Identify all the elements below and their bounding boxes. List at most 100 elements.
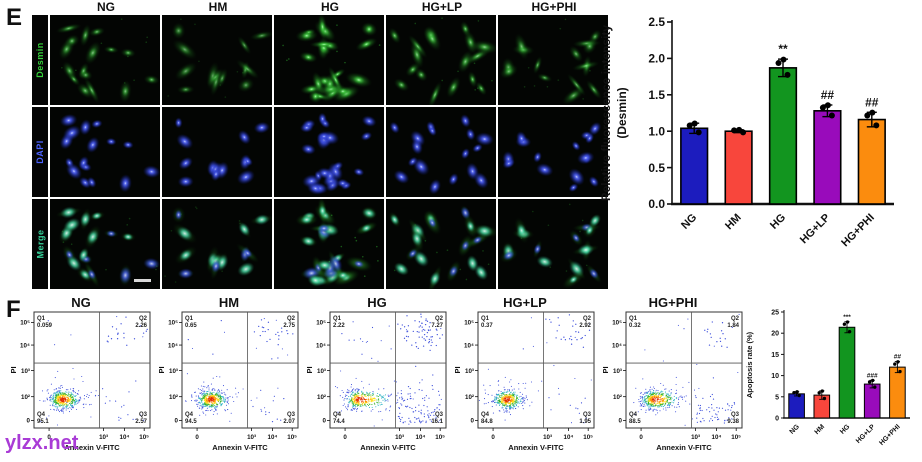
svg-text:15: 15: [771, 352, 779, 359]
flow-plot-hglp: HG+LP Q1 0.37 Q2 2.92 Q4 84.8 Q3 1.95 10⁵ 10⁴ 10³ 10…: [452, 296, 598, 461]
svg-text:10³: 10³: [247, 434, 256, 441]
svg-text:10⁴: 10⁴: [464, 342, 474, 349]
svg-text:Apoptosis rate (%): Apoptosis rate (%): [745, 331, 754, 398]
svg-text:10³: 10³: [543, 434, 552, 441]
svg-text:2.26: 2.26: [135, 323, 147, 329]
micro-image-desmin-hg: [274, 15, 384, 105]
column-title-ng: NG: [97, 0, 115, 14]
svg-text:0.0: 0.0: [648, 197, 665, 211]
svg-text:Annexin V-FITC: Annexin V-FITC: [64, 443, 120, 452]
svg-text:##: ##: [865, 95, 879, 109]
microscopy-image-grid: [50, 15, 608, 289]
svg-text:10³: 10³: [169, 368, 178, 375]
svg-text:10²: 10²: [613, 394, 622, 401]
svg-text:Q3: Q3: [287, 412, 296, 418]
svg-text:10⁵: 10⁵: [287, 434, 297, 441]
svg-text:Annexin V-FITC: Annexin V-FITC: [508, 443, 564, 452]
svg-text:10⁵: 10⁵: [316, 320, 326, 327]
svg-text:10³: 10³: [317, 368, 326, 375]
micro-image-merge-hg: [274, 199, 384, 289]
svg-text:10⁴: 10⁴: [712, 434, 722, 441]
micro-image-desmin-ng: [50, 15, 160, 105]
apoptosis-rate-bar-chart: 0 5 10 15 20 25 NG HM *** HG ### HG+LP ## HG+PHI Apopt…: [740, 298, 922, 462]
micro-image-merge-hm: [162, 199, 272, 289]
flow-title-hg: HG: [367, 295, 387, 310]
svg-text:0: 0: [47, 434, 51, 441]
svg-text:2.57: 2.57: [135, 419, 147, 425]
svg-text:0: 0: [471, 418, 475, 425]
svg-text:10⁴: 10⁴: [168, 342, 178, 349]
svg-text:Q1: Q1: [629, 316, 638, 322]
svg-text:HG+PHI: HG+PHI: [878, 423, 902, 447]
svg-text:Q2: Q2: [583, 316, 592, 322]
svg-text:0.65: 0.65: [185, 323, 197, 329]
svg-text:10³: 10³: [99, 434, 108, 441]
flow-title-ng: NG: [71, 295, 91, 310]
svg-text:95.1: 95.1: [37, 419, 49, 425]
svg-text:10²: 10²: [169, 394, 178, 401]
svg-text:7.27: 7.27: [431, 323, 443, 329]
row-label-merge: Merge: [32, 199, 48, 289]
svg-text:***: ***: [843, 314, 851, 321]
svg-text:94.5: 94.5: [185, 419, 197, 425]
svg-text:0: 0: [175, 418, 179, 425]
svg-text:1.95: 1.95: [579, 419, 591, 425]
svg-text:10⁵: 10⁵: [731, 434, 741, 441]
svg-text:0.059: 0.059: [37, 323, 53, 329]
svg-text:Q3: Q3: [583, 412, 592, 418]
column-title-hgphi: HG+PHI: [531, 0, 577, 14]
svg-text:74.4: 74.4: [333, 419, 345, 425]
svg-text:Q4: Q4: [333, 412, 342, 418]
svg-text:PI: PI: [453, 366, 462, 373]
svg-text:2.92: 2.92: [579, 323, 591, 329]
svg-text:PI: PI: [601, 366, 610, 373]
svg-text:16.1: 16.1: [431, 419, 443, 425]
svg-text:5: 5: [775, 394, 779, 401]
flow-plot-ng: NG Q1 0.059 Q2 2.26 Q4 95.1 Q3 2.57 10⁵ 10⁴ 10³ 10² 0…: [8, 296, 154, 461]
svg-text:10: 10: [771, 373, 779, 380]
micro-image-dapi-ng: [50, 107, 160, 197]
svg-text:10⁵: 10⁵: [139, 434, 149, 441]
svg-text:10⁵: 10⁵: [583, 434, 593, 441]
svg-text:Q4: Q4: [481, 412, 490, 418]
micro-image-desmin-hg+phi: [498, 15, 608, 105]
svg-text:0: 0: [775, 415, 779, 422]
svg-text:HG+LP: HG+LP: [855, 423, 877, 445]
micro-image-desmin-hm: [162, 15, 272, 105]
svg-text:2.22: 2.22: [333, 323, 345, 329]
svg-text:1.0: 1.0: [648, 124, 665, 138]
svg-text:PI: PI: [9, 366, 18, 373]
svg-text:10⁴: 10⁴: [120, 434, 130, 441]
svg-text:2.75: 2.75: [283, 323, 295, 329]
svg-text:10⁵: 10⁵: [464, 320, 474, 327]
svg-text:Q3: Q3: [435, 412, 444, 418]
svg-text:Q4: Q4: [185, 412, 194, 418]
desmin-intensity-bar-chart: 0.0 0.5 1.0 1.5 2.0 2.5 NG HM ** HG ## HG+LP ## HG+PH…: [596, 4, 922, 285]
svg-text:0: 0: [195, 434, 199, 441]
svg-text:0.5: 0.5: [648, 161, 665, 175]
svg-text:Q3: Q3: [139, 412, 148, 418]
microscopy-row-labels: Desmin DAPI Merge: [32, 15, 48, 291]
micro-image-merge-hg+phi: [498, 199, 608, 289]
svg-text:10³: 10³: [691, 434, 700, 441]
svg-text:**: **: [778, 42, 788, 56]
svg-text:9.38: 9.38: [727, 419, 739, 425]
svg-text:10⁴: 10⁴: [612, 342, 622, 349]
svg-text:10⁴: 10⁴: [564, 434, 574, 441]
svg-text:10⁴: 10⁴: [416, 434, 426, 441]
svg-text:##: ##: [821, 88, 835, 102]
svg-text:0: 0: [343, 434, 347, 441]
micro-image-dapi-hm: [162, 107, 272, 197]
svg-text:Annexin V-FITC: Annexin V-FITC: [360, 443, 416, 452]
svg-text:10⁵: 10⁵: [612, 320, 622, 327]
svg-text:1.5: 1.5: [648, 88, 665, 102]
svg-text:Q3: Q3: [731, 412, 740, 418]
svg-text:Q1: Q1: [37, 316, 46, 322]
svg-text:Q2: Q2: [731, 316, 740, 322]
svg-text:NG: NG: [679, 212, 699, 232]
svg-text:10²: 10²: [465, 394, 474, 401]
svg-text:0: 0: [619, 418, 623, 425]
flow-title-hm: HM: [218, 295, 240, 310]
svg-text:10³: 10³: [21, 368, 30, 375]
